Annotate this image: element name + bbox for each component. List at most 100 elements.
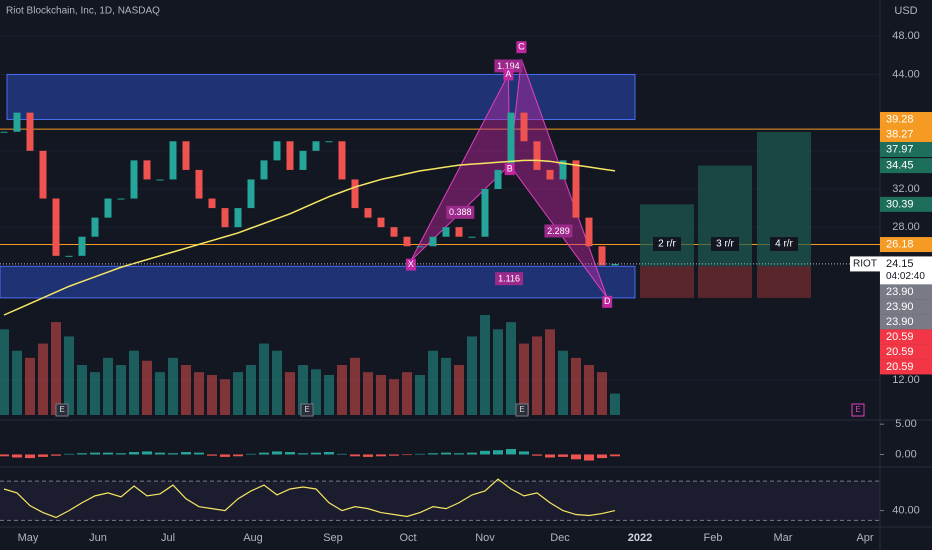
volume-bar <box>168 357 178 415</box>
macd-bar <box>480 450 490 455</box>
macd-bar <box>181 452 191 455</box>
volume-bar <box>285 372 295 415</box>
macd-bar <box>428 453 438 455</box>
macd-bar <box>493 450 503 455</box>
y-tick-label: 28.00 <box>892 221 920 233</box>
macd-bar <box>129 452 139 455</box>
pattern-point-bg <box>504 163 515 176</box>
volume-bar <box>233 372 243 415</box>
candle <box>572 160 580 218</box>
volume-bar <box>155 372 165 415</box>
macd-bar <box>142 451 152 455</box>
x-tick-label: May <box>18 532 39 544</box>
candle <box>117 198 125 200</box>
x-tick-label: Feb <box>704 532 723 544</box>
macd-bar <box>532 454 542 456</box>
price-label-bg <box>880 196 932 212</box>
volume-bar <box>480 315 490 415</box>
macd-bar <box>77 453 87 455</box>
candle <box>351 179 359 209</box>
candle <box>0 131 8 133</box>
volume-bar <box>116 365 126 415</box>
candle <box>546 169 554 180</box>
candle <box>208 198 216 209</box>
currency: USD <box>894 5 917 17</box>
volume-bar <box>376 375 386 415</box>
candle <box>299 150 307 170</box>
volume-bar <box>558 350 568 415</box>
candle <box>598 246 606 266</box>
volume-bar <box>25 357 35 415</box>
macd-bar <box>467 452 477 455</box>
candle <box>39 150 47 199</box>
rr-label-bg <box>711 237 739 251</box>
y-tick-label: 40.00 <box>892 505 920 517</box>
ratio-label: 0.388 <box>449 207 472 217</box>
candle <box>273 141 281 161</box>
price-label-bg <box>880 112 932 128</box>
earnings-marker <box>851 403 865 417</box>
candle <box>169 141 177 180</box>
x-tick-label: Jun <box>89 532 107 544</box>
price-label: 38.27 <box>886 128 914 140</box>
earnings-label: E <box>304 405 309 414</box>
earnings-label: E <box>855 405 860 414</box>
price-label: 26.18 <box>886 238 914 250</box>
price-label: 20.59 <box>886 331 914 343</box>
candle <box>52 198 60 256</box>
macd-bar <box>12 454 22 458</box>
volume-bar <box>597 372 607 415</box>
macd-bar <box>116 453 126 455</box>
volume-bar <box>272 350 282 415</box>
earnings-label: E <box>519 405 524 414</box>
macd-bar <box>233 454 243 457</box>
macd-bar <box>376 454 386 457</box>
x-tick-label: Sep <box>323 532 343 544</box>
price-label: 30.39 <box>886 198 914 210</box>
volume-bar <box>506 322 516 415</box>
candle <box>234 208 242 228</box>
candle <box>377 217 385 228</box>
macd-bar <box>597 454 607 459</box>
price-label-bg <box>880 158 932 174</box>
macd-bar <box>324 452 334 455</box>
candle <box>338 141 346 180</box>
earnings-marker <box>55 403 69 417</box>
volume-bar <box>467 336 477 415</box>
chart-title: Riot Blockchain, Inc, 1D, NASDAQ <box>6 6 160 17</box>
x-tick-label: Apr <box>856 532 873 544</box>
macd-bar <box>545 454 555 458</box>
macd-bar <box>103 452 113 455</box>
candle <box>429 236 437 247</box>
rsi-line <box>3 478 616 519</box>
x-tick-label: Dec <box>550 532 570 544</box>
macd-bar <box>519 451 529 455</box>
price-label-bg <box>880 344 932 360</box>
volume-bar <box>324 375 334 415</box>
candle <box>455 227 463 237</box>
price-label-bg <box>880 256 932 285</box>
pattern-point-label: D <box>604 296 611 306</box>
candle <box>104 198 112 218</box>
candle <box>247 179 255 209</box>
volume-bar <box>38 343 48 415</box>
macd-bar <box>571 454 581 460</box>
candle <box>182 141 190 170</box>
macd-bar <box>454 453 464 455</box>
y-tick-label: 32.00 <box>892 183 920 195</box>
price-label: 23.90 <box>886 301 914 313</box>
earnings-marker <box>515 403 529 417</box>
y-tick-label: 5.00 <box>895 418 916 430</box>
rr-label: 3 r/r <box>716 239 734 250</box>
volume-bar <box>610 393 620 415</box>
pattern-point-label: A <box>505 69 511 79</box>
macd-bar <box>220 454 230 457</box>
price-label: 20.59 <box>886 361 914 373</box>
price-label: 23.90 <box>886 316 914 328</box>
price-label-bg <box>880 127 932 143</box>
macd-bar <box>441 452 451 455</box>
volume-bar <box>428 350 438 415</box>
volume-bar <box>584 365 594 415</box>
y-tick-label: 44.00 <box>892 68 920 80</box>
